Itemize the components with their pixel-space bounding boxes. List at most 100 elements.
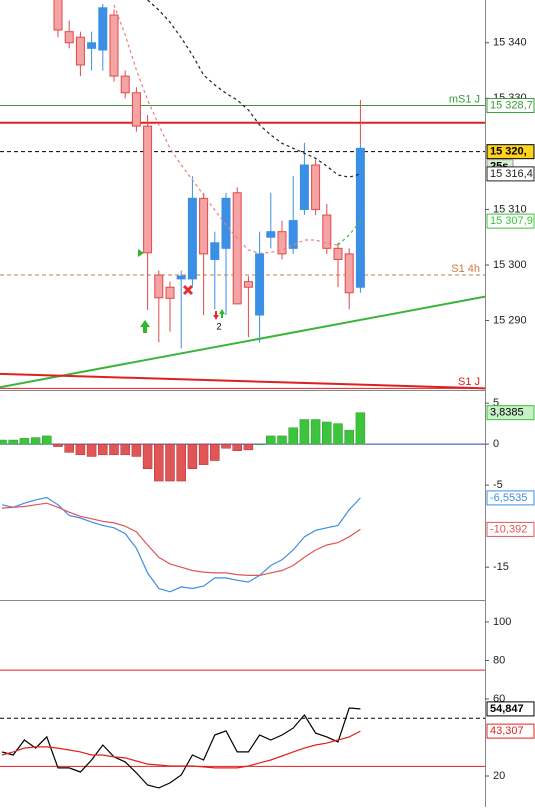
candle-body <box>98 7 108 51</box>
value-label: 15 320, <box>490 146 527 158</box>
candle-body <box>165 286 175 299</box>
candle-body <box>232 192 242 305</box>
histogram-bar <box>288 427 298 445</box>
value-label: 15 307,9 <box>490 215 533 227</box>
candle-body <box>75 36 85 66</box>
candle-body <box>120 75 130 94</box>
value-label: -6,5535 <box>490 492 527 504</box>
candle-body <box>322 214 332 249</box>
histogram-bar <box>355 412 366 445</box>
histogram-bar <box>53 443 63 447</box>
histogram-bar <box>86 443 97 457</box>
histogram-bar <box>42 435 52 445</box>
indicator-line <box>1 707 361 789</box>
value-label: 15 316,4 <box>490 168 533 180</box>
histogram-bar <box>277 435 287 445</box>
candle-body <box>355 147 365 288</box>
indicator-line <box>1 730 361 769</box>
y-tick-label: 0 <box>493 438 499 450</box>
y-tick-label: -15 <box>493 561 509 573</box>
indicator-line <box>113 4 339 254</box>
histogram-bar <box>344 429 354 445</box>
histogram-bar <box>98 443 108 456</box>
y-tick-label: 15 340 <box>493 37 527 49</box>
histogram-bar <box>333 423 343 445</box>
value-label-box <box>486 144 535 160</box>
candle-body <box>64 31 74 44</box>
histogram-bar <box>8 439 18 445</box>
candle-body <box>87 42 97 49</box>
value-label: 3,8385 <box>490 407 524 419</box>
candle-body <box>154 274 164 299</box>
histogram-bar <box>221 443 231 449</box>
histogram-bar <box>198 443 209 465</box>
signal-cross <box>182 284 194 296</box>
y-tick-label: 80 <box>493 654 505 666</box>
signal-arrow <box>219 309 225 318</box>
histogram-bar <box>154 443 164 482</box>
signal-triangle <box>138 249 144 257</box>
candle-body <box>277 231 287 255</box>
candle-body <box>143 125 153 254</box>
histogram-bar <box>131 443 142 457</box>
histogram-bar <box>232 443 242 451</box>
candle-body <box>299 164 309 210</box>
histogram-bar <box>64 443 74 453</box>
candle-body <box>311 164 321 210</box>
value-label-box <box>486 213 535 229</box>
histogram-bar <box>322 421 332 445</box>
histogram-bar <box>19 438 30 445</box>
value-label-box <box>486 490 535 506</box>
y-tick-label: -5 <box>493 479 503 491</box>
candle-body <box>266 231 276 238</box>
histogram-bar <box>75 443 86 456</box>
histogram-bar <box>109 443 119 456</box>
candle-body <box>131 92 141 127</box>
candle-body <box>109 14 119 77</box>
histogram-bar <box>176 443 186 482</box>
histogram-bar <box>142 443 153 469</box>
candle-body <box>255 253 265 316</box>
signal-arrow <box>213 311 219 320</box>
level-name: S1 J <box>458 376 480 388</box>
histogram-bar <box>310 419 321 445</box>
y-tick-label: 15 290 <box>493 314 527 326</box>
candle-body <box>199 197 209 255</box>
histogram-bar <box>299 419 310 445</box>
value-label: 54,847 <box>490 703 524 715</box>
value-label-box <box>486 166 535 182</box>
candle-body <box>243 281 253 288</box>
candle-body <box>221 197 231 249</box>
candle-body <box>187 197 197 280</box>
trend-line <box>0 295 486 389</box>
histogram-bar <box>0 439 7 445</box>
value-label-box <box>486 521 535 537</box>
candle-body <box>344 253 354 294</box>
y-tick-label: 15 310 <box>493 203 527 215</box>
value-label-box <box>486 701 535 717</box>
histogram-bar <box>120 443 130 456</box>
histogram-bar <box>187 443 198 469</box>
value-label: 15 328,7 <box>490 99 533 111</box>
candle-body <box>176 275 186 280</box>
trend-line <box>0 372 486 390</box>
value-label: 43,307 <box>490 725 524 737</box>
level-name: mS1 J <box>449 93 480 105</box>
indicator-line <box>147 0 361 178</box>
y-tick-label: 100 <box>493 616 511 628</box>
candle-body <box>333 247 343 260</box>
value-label-box <box>486 98 535 114</box>
indicator-line <box>337 220 361 246</box>
histogram-bar <box>165 443 175 482</box>
candle-body <box>210 242 220 260</box>
y-tick-label: 20 <box>493 770 505 782</box>
y-tick-label: 5 <box>493 397 499 409</box>
histogram-bar <box>210 443 220 461</box>
y-tick-label: 15 300 <box>493 259 527 271</box>
signal-arrow <box>140 320 150 333</box>
candle-body <box>288 220 298 249</box>
value-label-box <box>486 405 535 421</box>
